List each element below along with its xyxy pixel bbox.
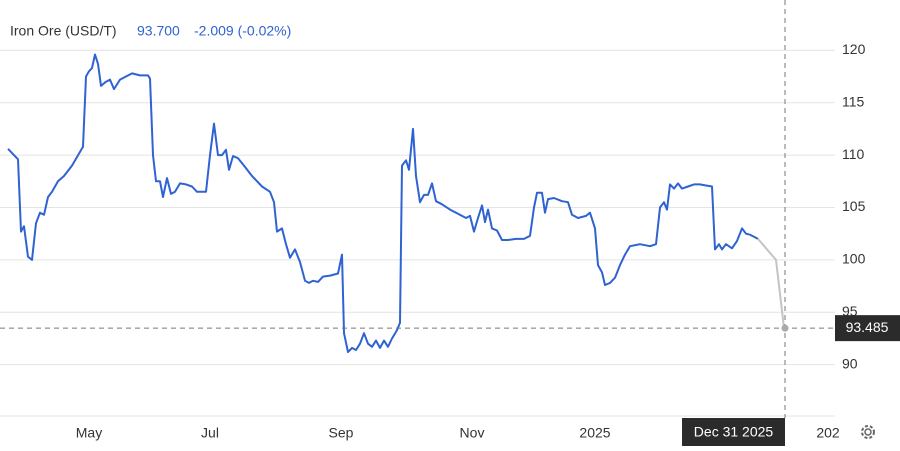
settings-icon[interactable] — [861, 425, 875, 439]
last-price-label: 93.485 — [846, 319, 889, 335]
x-tick-label: Jul — [201, 425, 219, 441]
cursor-dot — [781, 324, 789, 332]
cursor-label: Dec 31 2025 — [694, 424, 774, 440]
x-tick-label: 2025 — [579, 425, 610, 441]
y-tick-label: 115 — [842, 93, 865, 109]
x-tick-label: 202 — [816, 425, 840, 441]
x-tick-label: May — [76, 425, 102, 441]
last-price-box — [835, 315, 900, 342]
price: 93.700 — [137, 23, 180, 39]
price-line — [7, 53, 759, 354]
y-tick-label: 95 — [842, 303, 858, 319]
chart-title: Iron Ore (USD/T) — [10, 23, 117, 39]
price-line — [757, 238, 785, 329]
x-tick-label: Nov — [460, 425, 485, 441]
y-tick-label: 105 — [842, 198, 866, 214]
cursor-box — [682, 418, 785, 446]
x-tick-label: Sep — [329, 425, 354, 441]
y-tick-label: 110 — [842, 146, 865, 162]
y-tick-label: 120 — [842, 41, 866, 57]
y-tick-label: 100 — [842, 251, 866, 267]
y-tick-label: 90 — [842, 355, 858, 371]
change: -2.009 (-0.02%) — [194, 23, 291, 39]
